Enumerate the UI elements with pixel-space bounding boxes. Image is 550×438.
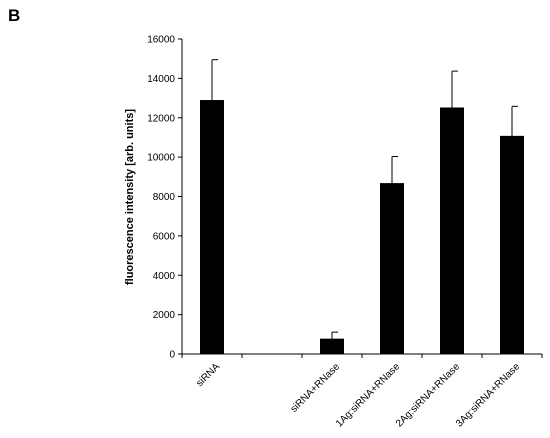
y-tick-label: 16000 — [147, 35, 175, 46]
y-tick-label: 0 — [169, 350, 175, 361]
bar — [500, 135, 524, 354]
y-tick-label: 12000 — [147, 113, 175, 124]
y-tick-label: 14000 — [147, 74, 175, 85]
bar — [440, 107, 464, 354]
y-axis: 0 2000 4000 6000 8000 10000 12000 14000 16000 — [147, 35, 183, 361]
x-category-label: 2Ag:siRNA+RNase — [394, 361, 462, 429]
y-tick-label: 4000 — [153, 271, 176, 282]
y-axis-label: fluorescence intensity [arb. units] — [124, 109, 136, 285]
y-tick-label: 10000 — [147, 153, 175, 164]
panel-label: B — [8, 6, 21, 25]
y-tick-label: 8000 — [153, 192, 176, 203]
bars — [200, 59, 524, 354]
x-category-label: siRNA — [194, 361, 222, 389]
x-category-label: siRNA+RNase — [289, 361, 343, 415]
bar — [320, 338, 344, 354]
bar — [200, 100, 224, 354]
x-category-label: 3Ag:siRNA+RNase — [454, 361, 522, 429]
x-category-label: 1Ag:siRNA+RNase — [334, 361, 402, 429]
x-axis: siRNA siRNA+RNase1Ag:siRNA+RNase2Ag:siRNA… — [181, 353, 543, 429]
y-tick-label: 6000 — [153, 231, 176, 242]
bar — [380, 183, 404, 354]
y-tick-label: 2000 — [153, 310, 176, 321]
